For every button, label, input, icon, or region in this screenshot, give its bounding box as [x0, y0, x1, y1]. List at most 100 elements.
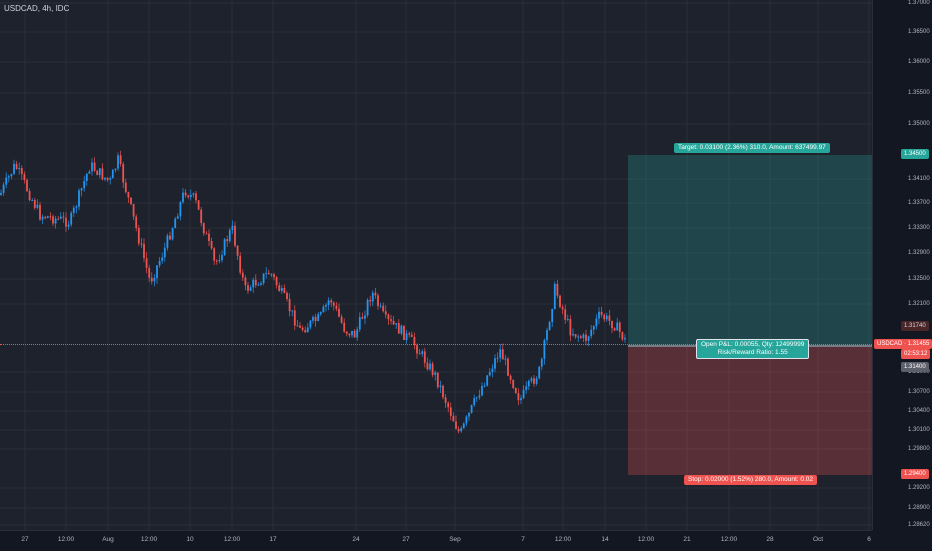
candle-body [481, 386, 483, 396]
candle-body [611, 320, 613, 329]
candle-body [234, 225, 236, 246]
price-axis[interactable]: 1.37000 1.36500 1.36000 1.35500 1.35000 1.341… [872, 0, 932, 530]
candle-body [150, 277, 153, 282]
candle-body [616, 322, 619, 331]
candle-body [452, 415, 455, 422]
candle-body [478, 395, 481, 398]
long-position-profit-zone[interactable] [628, 155, 872, 346]
candle-body [379, 305, 382, 307]
time-tick-label: 12:00 [637, 536, 655, 543]
open-pl-text: Open P&L: 0.00055, Qty: 12499999 [701, 341, 805, 348]
price-tick-label: 1.29200 [908, 485, 930, 491]
candle-body [374, 292, 377, 296]
candle-body [577, 336, 580, 338]
candle-body [153, 277, 156, 282]
time-axis[interactable]: 27 12:00 Aug 12:00 10 12:00 17 24 27 Sep 7 12:00 14 1… [0, 530, 872, 551]
candle-body [512, 379, 515, 389]
candle-body [387, 314, 390, 320]
candle-body [33, 199, 36, 208]
candle-body [117, 155, 119, 169]
candle-body [366, 299, 369, 316]
candle-body [553, 283, 556, 309]
candle-body [468, 412, 470, 417]
symbol-price-badge: USDCAD · 1.31455 [874, 339, 932, 349]
chart-pane[interactable]: Target: 0.03100 (2.36%) 310.0, Amount: 6… [0, 0, 872, 530]
candle-body [280, 288, 283, 292]
candle-body [143, 243, 145, 259]
candle-body [7, 176, 10, 178]
candle-body [299, 325, 301, 328]
candle-body [265, 272, 268, 274]
candle-body [247, 285, 249, 291]
candle-body [457, 428, 460, 432]
symbol-title[interactable]: USDCAD, 4h, IDC [4, 4, 70, 13]
candle-body [114, 168, 117, 170]
candle-body [163, 247, 166, 258]
long-position-loss-zone[interactable] [628, 346, 872, 475]
candle-body [283, 288, 286, 293]
candle-body [603, 314, 606, 320]
candle-body [600, 311, 603, 315]
candle-body [158, 260, 161, 266]
candle-body [392, 320, 395, 325]
candle-body [70, 212, 73, 225]
candle-body [93, 162, 96, 171]
candle-body [533, 378, 535, 384]
candle-body [494, 358, 496, 369]
time-tick-label: 12:00 [223, 536, 241, 543]
candle-body [67, 224, 70, 227]
candle-body [0, 192, 2, 195]
candle-body [348, 333, 351, 336]
candle-body [309, 320, 312, 328]
candle-body [169, 235, 171, 240]
candle-body [416, 345, 418, 354]
candle-body [384, 311, 387, 315]
candle-body [239, 255, 242, 273]
candle-body [569, 319, 572, 336]
price-tick-label: 1.36000 [908, 59, 930, 65]
time-tick-label: 24 [352, 536, 360, 543]
candle-body [205, 233, 208, 235]
candle-body [436, 372, 439, 388]
candle-body [244, 277, 247, 286]
candle-body [262, 273, 265, 284]
candle-body [132, 204, 135, 217]
candle-body [301, 327, 304, 331]
candle-body [252, 279, 255, 288]
time-tick-label: 17 [269, 536, 277, 543]
candle-body [507, 358, 509, 376]
candle-body [28, 191, 31, 201]
candle-body [184, 192, 187, 196]
candle-body [96, 170, 99, 176]
candle-body [351, 330, 353, 336]
candle-body [145, 258, 148, 268]
candle-body [369, 299, 372, 302]
candle-body [605, 315, 608, 320]
price-tick-label: 1.30100 [908, 427, 930, 433]
candle-body [54, 218, 57, 224]
time-tick-label: 7 [521, 536, 525, 543]
candle-body [260, 283, 262, 285]
candle-body [538, 366, 541, 379]
target-price-badge: 1.34500 [901, 149, 929, 159]
candle-body [179, 202, 182, 217]
candle-body [546, 330, 548, 340]
candle-body [447, 402, 450, 408]
candle-body [566, 319, 569, 321]
candle-body [377, 295, 379, 307]
candle-body [291, 310, 294, 312]
candle-body [465, 416, 468, 424]
candle-body [85, 173, 88, 182]
candle-body [361, 317, 364, 319]
candlestick-series[interactable] [0, 0, 872, 530]
price-tick-label: 1.36500 [908, 29, 930, 35]
candle-body [314, 316, 317, 322]
candle-body [525, 386, 528, 390]
price-tick-label: 1.28620 [908, 522, 930, 528]
candle-body [522, 389, 525, 399]
candle-body [312, 316, 314, 321]
candle-body [499, 349, 502, 358]
candle-body [592, 326, 595, 330]
candle-body [306, 327, 309, 333]
candle-body [514, 388, 517, 394]
